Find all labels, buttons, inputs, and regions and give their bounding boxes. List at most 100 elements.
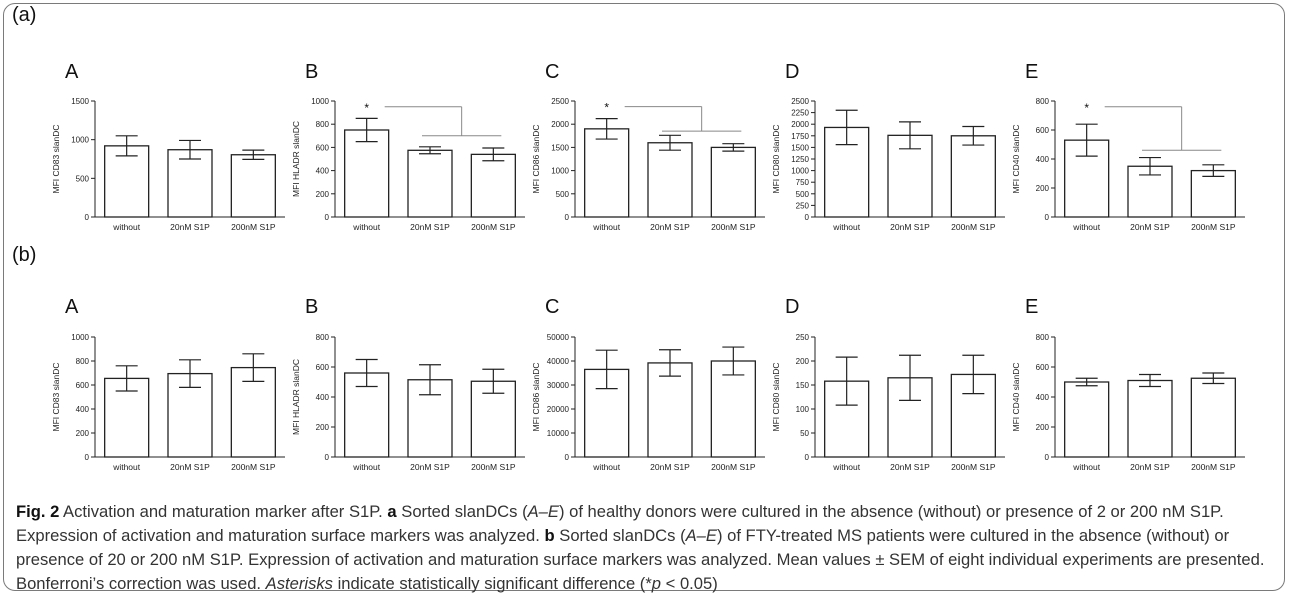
category-label-a-c-0: without xyxy=(592,222,621,232)
bar-a-e-2 xyxy=(1190,169,1236,218)
chart-letter-b-a: A xyxy=(65,296,79,318)
category-label-b-b-0: without xyxy=(352,462,381,472)
y-axis-label-a-a: MFI CD83 slanDC xyxy=(51,125,61,194)
category-label-b-a-1: 20nM S1P xyxy=(170,462,210,472)
y-tick-label-b-c-2: 20000 xyxy=(547,405,570,414)
bar-a-b-0 xyxy=(344,129,390,218)
y-tick-label-a-d-10: 2500 xyxy=(791,97,809,106)
chart-letter-a-d: D xyxy=(785,61,799,83)
y-tick-label-b-b-1: 200 xyxy=(316,423,330,432)
panel-label-b: (b) xyxy=(12,244,37,266)
y-tick-label-b-d-1: 50 xyxy=(800,429,809,438)
caption-text-6: < 0.05) xyxy=(661,574,718,593)
y-tick-label-b-d-2: 100 xyxy=(796,405,810,414)
category-label-b-c-1: 20nM S1P xyxy=(650,462,690,472)
y-tick-label-b-e-3: 600 xyxy=(1036,363,1050,372)
caption-part-b: b xyxy=(544,526,555,545)
bar-a-a-2 xyxy=(230,154,276,218)
y-tick-label-a-d-3: 750 xyxy=(796,178,810,187)
category-label-b-c-2: 200nM S1P xyxy=(711,462,756,472)
category-label-a-b-1: 20nM S1P xyxy=(410,222,450,232)
y-tick-label-b-d-4: 200 xyxy=(796,357,810,366)
y-tick-label-b-b-0: 0 xyxy=(325,453,330,462)
y-tick-label-a-d-7: 1750 xyxy=(791,132,809,141)
category-label-a-a-1: 20nM S1P xyxy=(170,222,210,232)
y-tick-label-a-d-2: 500 xyxy=(796,190,810,199)
y-tick-label-a-e-4: 800 xyxy=(1036,97,1050,106)
caption-text-3: Sorted slanDCs ( xyxy=(554,526,686,545)
y-tick-label-a-c-3: 1500 xyxy=(551,143,569,152)
y-tick-label-a-d-4: 1000 xyxy=(791,167,809,176)
bar-b-e-1 xyxy=(1127,379,1173,458)
category-label-b-d-0: without xyxy=(832,462,861,472)
chart-letter-b-c: C xyxy=(545,296,559,318)
y-tick-label-a-c-0: 0 xyxy=(565,213,570,222)
y-tick-label-a-b-5: 1000 xyxy=(311,97,329,106)
caption-range-1: A–E xyxy=(527,502,559,521)
category-label-b-c-0: without xyxy=(592,462,621,472)
y-tick-label-b-e-1: 200 xyxy=(1036,423,1050,432)
y-tick-label-b-c-3: 30000 xyxy=(547,381,570,390)
sig-star-a-b: * xyxy=(364,101,369,115)
y-axis-label-a-b: MFI HLADR slanDC xyxy=(291,121,301,197)
y-tick-label-a-b-2: 400 xyxy=(316,167,330,176)
caption-text-5: indicate statistically significant diffe… xyxy=(332,574,652,593)
y-tick-label-b-d-5: 250 xyxy=(796,333,810,342)
sig-star-a-e: * xyxy=(1084,101,1089,115)
y-tick-label-a-c-5: 2500 xyxy=(551,97,569,106)
y-tick-label-a-b-3: 600 xyxy=(316,143,330,152)
category-label-b-a-0: without xyxy=(112,462,141,472)
y-tick-label-b-d-3: 150 xyxy=(796,381,810,390)
y-tick-label-a-d-8: 2000 xyxy=(791,120,809,129)
y-tick-label-a-a-0: 0 xyxy=(85,213,90,222)
y-tick-label-b-a-0: 0 xyxy=(85,453,90,462)
category-label-a-b-2: 200nM S1P xyxy=(471,222,516,232)
y-tick-label-b-b-3: 600 xyxy=(316,363,330,372)
y-tick-label-a-d-0: 0 xyxy=(805,213,810,222)
y-tick-label-a-b-4: 800 xyxy=(316,120,330,129)
caption-text-2: ) of healthy donors were cultured in the… xyxy=(16,502,1224,545)
y-axis-label-b-c: MFI CD86 slanDC xyxy=(531,363,541,432)
category-label-b-e-0: without xyxy=(1072,462,1101,472)
y-tick-label-a-e-1: 200 xyxy=(1036,184,1050,193)
bar-a-c-2 xyxy=(710,146,756,218)
y-tick-label-b-c-5: 50000 xyxy=(547,333,570,342)
caption-range-2: A–E xyxy=(685,526,717,545)
y-tick-label-b-a-1: 200 xyxy=(76,429,90,438)
bar-b-b-1 xyxy=(407,379,453,458)
y-tick-label-a-c-1: 500 xyxy=(556,190,570,199)
bar-a-c-0 xyxy=(584,128,630,218)
figure-caption: Fig. 2 Activation and maturation marker … xyxy=(16,500,1276,596)
category-label-a-d-1: 20nM S1P xyxy=(890,222,930,232)
y-tick-label-a-b-1: 200 xyxy=(316,190,330,199)
panel-label-a: (a) xyxy=(12,4,37,26)
category-label-a-d-0: without xyxy=(832,222,861,232)
y-tick-label-a-a-3: 1500 xyxy=(71,97,89,106)
category-label-b-a-2: 200nM S1P xyxy=(231,462,276,472)
y-tick-label-b-c-4: 40000 xyxy=(547,357,570,366)
bar-a-b-2 xyxy=(470,153,516,218)
category-label-a-a-0: without xyxy=(112,222,141,232)
y-tick-label-b-a-2: 400 xyxy=(76,405,90,414)
y-axis-label-b-a: MFI CD83 slanDC xyxy=(51,363,61,432)
y-tick-label-a-a-1: 500 xyxy=(76,174,90,183)
bar-b-e-2 xyxy=(1190,377,1236,458)
y-tick-label-a-d-9: 2250 xyxy=(791,109,809,118)
caption-asterisks: Asterisks xyxy=(265,574,333,593)
y-tick-label-b-d-0: 0 xyxy=(805,453,810,462)
bar-a-d-2 xyxy=(950,135,996,218)
bar-b-a-2 xyxy=(230,366,276,458)
y-axis-label-b-e: MFI CD40 slanDC xyxy=(1011,363,1021,432)
caption-text-4: ) of FTY-treated MS patients were cultur… xyxy=(16,526,1265,593)
y-tick-label-a-c-2: 1000 xyxy=(551,167,569,176)
bar-b-b-2 xyxy=(470,380,516,458)
caption-part-a: a xyxy=(387,502,397,521)
caption-text-1: Sorted slanDCs ( xyxy=(396,502,528,521)
y-tick-label-b-a-3: 600 xyxy=(76,381,90,390)
y-tick-label-b-a-5: 1000 xyxy=(71,333,89,342)
bar-b-e-0 xyxy=(1064,381,1110,458)
category-label-a-d-2: 200nM S1P xyxy=(951,222,996,232)
chart-letter-b-b: B xyxy=(305,296,318,318)
category-label-b-d-1: 20nM S1P xyxy=(890,462,930,472)
y-tick-label-b-e-2: 400 xyxy=(1036,393,1050,402)
